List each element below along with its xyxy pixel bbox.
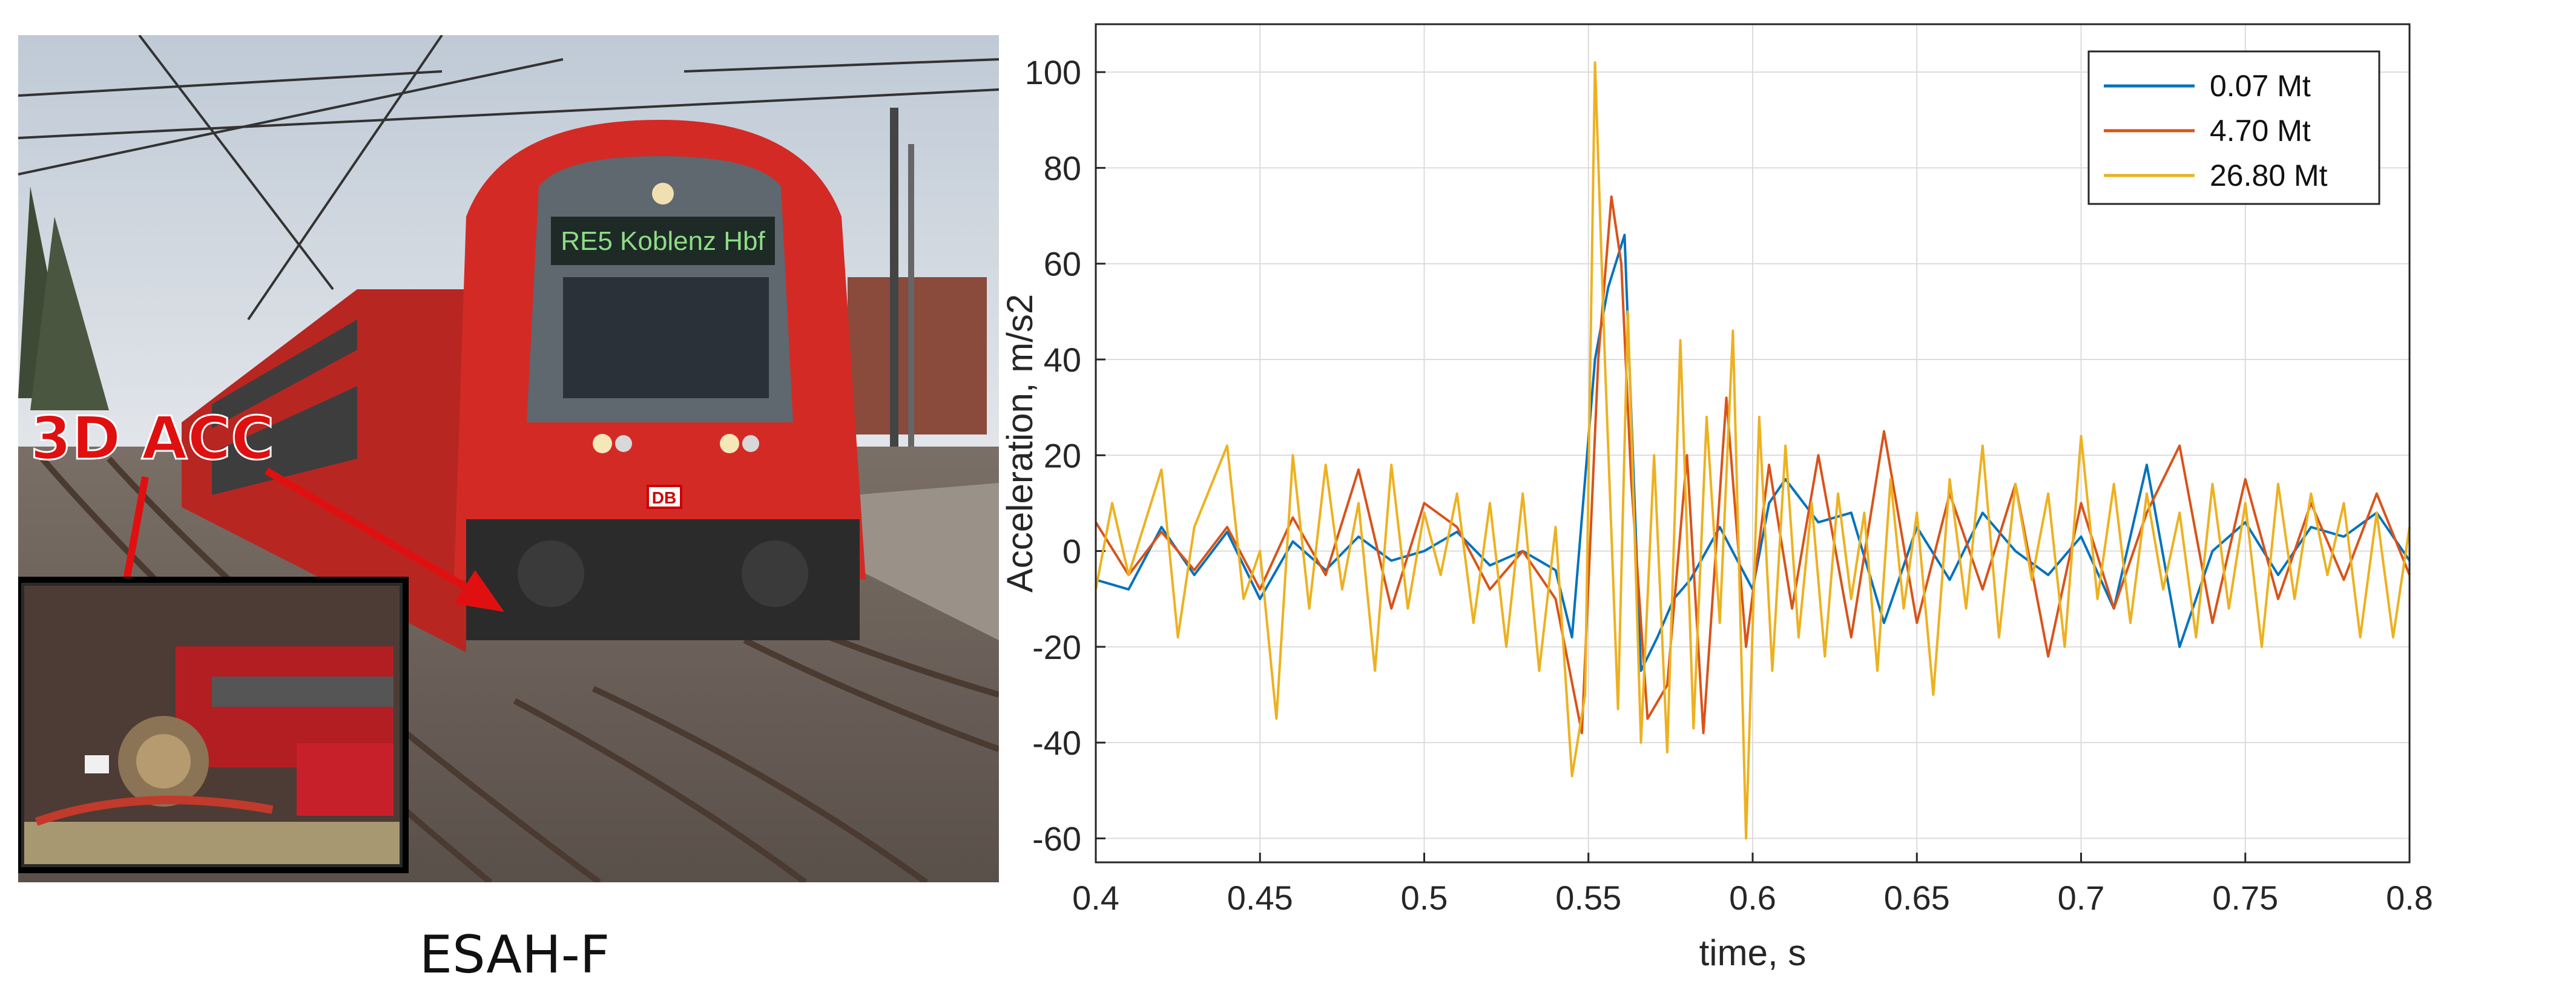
photo-caption: ESAH-F (419, 925, 610, 985)
y-tick-label: 40 (1044, 341, 1081, 379)
y-tick-label: 60 (1044, 245, 1081, 283)
x-tick-label: 0.75 (2212, 879, 2278, 917)
inset-sensor-photo (15, 577, 409, 873)
x-tick-label: 0.4 (1072, 879, 1119, 917)
building (848, 277, 987, 434)
x-tick-label: 0.7 (2058, 879, 2105, 917)
acceleration-chart: 0.4 0.45 0.5 0.55 0.6 0.65 0.7 0.75 0.8 100 80 60 4… (1000, 23, 2433, 973)
series-layer (1095, 61, 2411, 840)
y-tick-label: -60 (1032, 819, 1081, 857)
y-axis-label: Acceleration, m/s2 (1000, 294, 1040, 593)
y-tick-label: 100 (1025, 53, 1081, 91)
headlight-left (593, 434, 612, 453)
legend-box (2087, 50, 2380, 205)
headlight-left-2 (615, 435, 632, 452)
plot-frame (1095, 23, 2411, 864)
y-tick-labels: 100 80 60 40 20 0 -20 -40 -60 (1025, 53, 1081, 857)
x-tick-label: 0.65 (1884, 879, 1950, 917)
signal-pole (890, 108, 898, 483)
series-line-0 (1095, 234, 2411, 672)
y-tick-label: -40 (1032, 724, 1081, 762)
y-tick-label: -20 (1032, 628, 1081, 666)
x-tick-label: 0.55 (1555, 879, 1621, 917)
headlight-right (720, 434, 739, 453)
x-axis-label: time, s (1699, 933, 1807, 973)
top-headlight (652, 183, 674, 205)
headlight-right-2 (742, 435, 759, 452)
lamp-pole (908, 144, 914, 483)
x-tick-label: 0.8 (2386, 879, 2433, 917)
sensor-label: 3D ACC (30, 404, 274, 473)
destination-display: RE5 Koblenz Hbf (561, 226, 765, 256)
overhead-wires (18, 34, 1000, 321)
x-tick-label: 0.5 (1401, 879, 1448, 917)
y-tick-label: 0 (1062, 533, 1081, 571)
train-coaches (182, 289, 466, 652)
db-logo-text: DB (652, 488, 676, 507)
platform (854, 483, 999, 640)
buffer-left (518, 540, 584, 607)
y-tick-label: 20 (1044, 436, 1081, 474)
windscreen (563, 277, 769, 398)
series-line-2 (1095, 61, 2411, 840)
tree (30, 217, 109, 410)
legend-entry: 26.80 Mt (2210, 159, 2328, 192)
legend-entry: 4.70 Mt (2210, 114, 2311, 148)
legend-entry: 0.07 Mt (2210, 69, 2311, 103)
x-tick-label: 0.45 (1227, 879, 1293, 917)
x-tick-label: 0.6 (1729, 879, 1776, 917)
legend: 0.07 Mt 4.70 Mt 26.80 Mt (2087, 50, 2380, 205)
y-tick-label: 80 (1044, 149, 1081, 187)
coach-windows (212, 320, 357, 495)
buffer-right (742, 540, 808, 607)
x-tick-labels: 0.4 0.45 0.5 0.55 0.6 0.65 0.7 0.75 0.8 (1072, 879, 2433, 917)
series-line-1 (1095, 195, 2411, 735)
destination-display-box (551, 217, 775, 265)
db-logo (647, 485, 682, 509)
train-photo-panel: RE5 Koblenz Hbf DB 3D ACC (15, 34, 1000, 985)
train-photo: RE5 Koblenz Hbf DB 3D ACC (15, 34, 1000, 885)
